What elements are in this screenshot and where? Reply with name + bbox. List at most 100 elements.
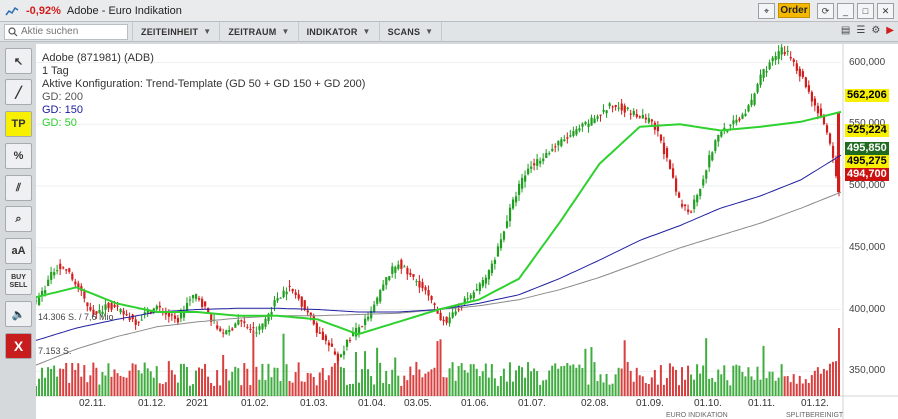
candle-body (650, 119, 654, 122)
buy-sell-button[interactable]: BUY SELL (5, 269, 32, 295)
candle-body (201, 298, 204, 307)
minimize-icon[interactable]: _ (837, 3, 854, 19)
text-tool-button[interactable]: aA (5, 238, 32, 264)
candle-body (717, 134, 720, 142)
volume-bar (741, 371, 744, 396)
candle-body (194, 294, 198, 300)
volume-bar (427, 371, 430, 396)
menu-zeitraum[interactable]: ZEITRAUM ▼ (219, 21, 297, 42)
close-icon[interactable]: ✕ (877, 3, 894, 19)
candle-body (122, 310, 125, 315)
volume-bar (647, 384, 650, 396)
channel-tool-button[interactable]: ⫽ (5, 175, 32, 201)
candle-body (358, 327, 361, 333)
volume-bar (62, 368, 65, 396)
volume-bar (623, 340, 626, 396)
volume-bar (131, 363, 134, 396)
volume-bar (560, 366, 563, 396)
candle-body (86, 302, 89, 307)
volume-bar (699, 373, 702, 396)
menu-zeiteinheit[interactable]: ZEITEINHEIT ▼ (132, 21, 219, 42)
candle-body (267, 313, 270, 322)
volume-bar (587, 384, 590, 396)
volume-bar (554, 363, 557, 396)
search-box[interactable] (4, 23, 128, 40)
settings-icon[interactable]: ⚙ (871, 25, 881, 36)
volume-bar (315, 385, 318, 396)
volume-bar (502, 368, 505, 396)
candle-body (59, 263, 62, 270)
candle-body (726, 130, 729, 132)
candle-body (804, 77, 807, 88)
candle-body (508, 207, 512, 222)
volume-bar (134, 364, 137, 396)
candle-body (668, 160, 672, 169)
volume-bar (677, 385, 680, 396)
volume-bar (161, 384, 164, 396)
volume-bar (213, 385, 216, 396)
candle-body (173, 315, 177, 319)
candle-body (502, 231, 506, 240)
layers-icon[interactable]: ▤ (840, 25, 851, 36)
candle-body (560, 139, 563, 147)
tp-button[interactable]: TP (5, 111, 32, 137)
price-chart[interactable]: Adobe (871981) (ADB) 1 Tag Aktive Konfig… (36, 44, 898, 419)
volume-bar (508, 362, 511, 396)
percent-button[interactable]: % (5, 143, 32, 169)
volume-bar (563, 365, 566, 396)
volume-bar (536, 371, 539, 396)
volume-bar (65, 362, 68, 396)
candle-body (385, 277, 388, 286)
volume-bar (711, 377, 714, 396)
volume-bar (572, 364, 575, 396)
candle-body (671, 168, 675, 178)
volume-bar (771, 371, 774, 396)
volume-bar (394, 357, 397, 396)
chart-canvas[interactable] (36, 44, 898, 419)
volume-bar (376, 347, 379, 396)
volume-bar (194, 370, 197, 396)
volume-bar (201, 368, 204, 396)
sound-button[interactable]: 🔈 (5, 301, 32, 327)
volume-bar (789, 382, 792, 396)
volume-bar (445, 377, 448, 396)
volume-bar (412, 375, 415, 396)
pointer-tool-button[interactable]: ↖ (5, 48, 32, 74)
candle-body (795, 63, 798, 71)
candle-body (110, 303, 113, 310)
candle-body (780, 47, 783, 55)
interval-label: 1 Tag (42, 65, 69, 77)
volume-bar (86, 382, 89, 396)
candle-body (288, 285, 291, 287)
maximize-icon[interactable]: □ (857, 3, 874, 19)
volume-bar (44, 377, 47, 396)
volume-bar (68, 382, 71, 396)
candle-body (807, 85, 810, 92)
search-input[interactable] (21, 26, 121, 37)
volume-bar (496, 385, 499, 396)
pin-icon[interactable]: ⌖ (758, 3, 775, 19)
volume-bar (107, 363, 110, 396)
candle-body (125, 314, 128, 316)
order-button[interactable]: Order (778, 3, 810, 18)
candle-body (279, 297, 282, 299)
candle-body (74, 281, 77, 285)
delete-drawings-button[interactable]: X (5, 333, 32, 359)
volume-bar (505, 381, 508, 396)
menu-indikator[interactable]: INDIKATOR ▼ (297, 21, 379, 42)
candle-body (708, 155, 711, 168)
menu-scans[interactable]: SCANS ▼ (378, 21, 443, 42)
line-tool-button[interactable]: ╱ (5, 79, 32, 105)
sync-icon[interactable]: ⟳ (817, 3, 834, 19)
youtube-icon[interactable]: ▶ (886, 25, 894, 36)
volume-bar (765, 378, 768, 396)
candle-body (551, 148, 554, 151)
volume-bar (481, 371, 484, 396)
candle-body (364, 318, 367, 326)
menu-icon[interactable]: ☰ (856, 25, 866, 36)
volume-bar (460, 363, 463, 396)
volume-bar (545, 379, 548, 396)
chevron-down-icon: ▼ (203, 27, 212, 36)
zoom-button[interactable]: ⌕ (5, 206, 32, 232)
legend-sma150: GD: 150 (42, 104, 83, 116)
